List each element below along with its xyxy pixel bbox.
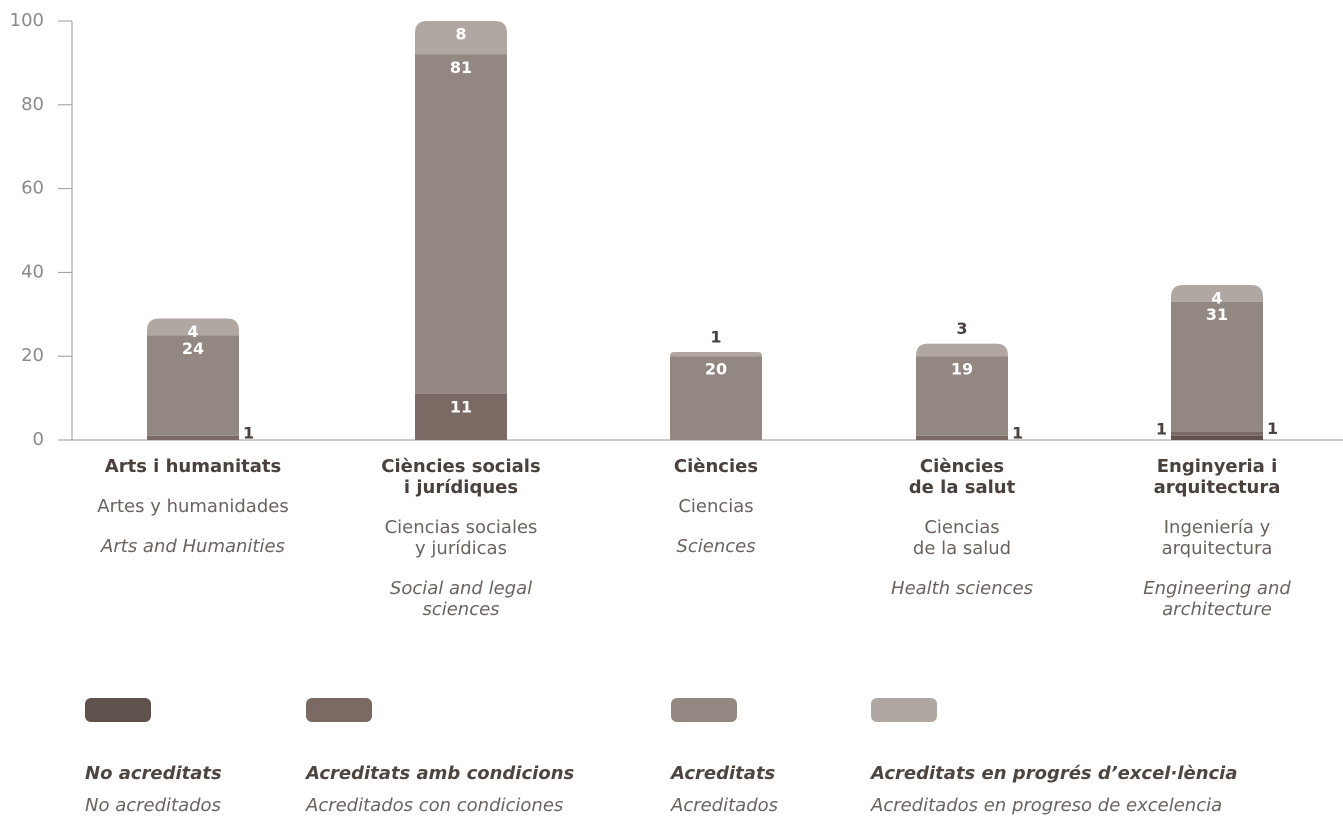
category-name: Ciències xyxy=(673,456,759,477)
legend-label: No acreditats xyxy=(85,763,222,784)
y-tick-label: 80 xyxy=(21,94,44,115)
bar-segment xyxy=(916,356,1008,436)
legend-label-es: Acreditados en progreso de excelencia xyxy=(871,795,1223,816)
bar-segment xyxy=(1171,301,1263,432)
bar-segment xyxy=(147,335,239,436)
data-label: 1 xyxy=(243,423,254,442)
data-label: 19 xyxy=(951,360,973,379)
bar-segment xyxy=(415,393,507,440)
data-label: 11 xyxy=(450,397,472,416)
category-label: Arts i humanitats Artes y humanidades Arts… xyxy=(53,456,333,557)
bar-segment xyxy=(415,21,507,55)
category-name-en: Engineering and architecture xyxy=(1143,578,1291,620)
category-name-en: Social and legal sciences xyxy=(389,578,533,620)
legend-label: Acreditats xyxy=(671,763,776,784)
bar-segment xyxy=(670,352,762,357)
data-label: 1 xyxy=(710,328,721,347)
data-label: 31 xyxy=(1206,305,1228,324)
category-label: Enginyeria i arquitectura Ingeniería y ar… xyxy=(1077,456,1343,620)
category-name-en: Health sciences xyxy=(891,578,1033,599)
data-label: 4 xyxy=(1211,288,1222,307)
data-label: 1 xyxy=(1156,419,1167,438)
category-name-es: Ingeniería y arquitectura xyxy=(1161,517,1273,559)
legend-item: Acreditats en progrés d’excel·lència Acre… xyxy=(871,698,1238,825)
bar-segment xyxy=(1171,284,1263,302)
data-label: 1 xyxy=(1267,419,1278,438)
bar-segment xyxy=(670,356,762,440)
legend-label-es: No acreditados xyxy=(85,795,221,816)
data-label: 20 xyxy=(705,360,727,379)
legend-swatch xyxy=(85,698,151,722)
category-name-en: Sciences xyxy=(676,536,756,557)
bar-segment xyxy=(147,435,239,440)
data-label: 24 xyxy=(182,339,204,358)
legend-swatch xyxy=(306,698,372,722)
legend-label: Acreditats amb condicions xyxy=(306,763,575,784)
category-name-es: Ciencias sociales y jurídicas xyxy=(384,517,538,559)
data-label: 1 xyxy=(1012,423,1023,442)
y-tick-label: 100 xyxy=(10,10,44,31)
data-label: 4 xyxy=(187,322,198,341)
category-name: Arts i humanitats xyxy=(104,456,282,477)
category-name-en: Arts and Humanities xyxy=(101,536,285,557)
legend-swatch xyxy=(671,698,737,722)
bar-segment xyxy=(1171,435,1263,440)
legend-label-es: Acreditados xyxy=(671,795,779,816)
bar-segment xyxy=(147,318,239,336)
legend-swatch xyxy=(871,698,937,722)
y-tick-label: 40 xyxy=(21,261,44,282)
y-tick-label: 0 xyxy=(33,429,44,450)
category-name-es: Ciencias xyxy=(678,496,754,517)
category-name-es: Ciencias de la salud xyxy=(912,517,1012,559)
data-label: 3 xyxy=(956,319,967,338)
data-label: 81 xyxy=(450,58,472,77)
category-name-es: Artes y humanidades xyxy=(97,496,289,517)
category-label: Ciències socials i jurídiques Ciencias so… xyxy=(321,456,601,620)
category-label: Ciències de la salut Ciencias de la salud… xyxy=(822,456,1102,599)
legend-label: Acreditats en progrés d’excel·lència xyxy=(871,763,1238,784)
data-label: 8 xyxy=(455,25,466,44)
legend-label-es: Acreditados con condiciones xyxy=(306,795,564,816)
legend-item: Acreditats amb condicions Acreditados con… xyxy=(306,698,574,825)
bar-segment xyxy=(1171,431,1263,436)
category-name: Ciències de la salut xyxy=(908,456,1016,498)
bar-segment xyxy=(916,435,1008,440)
bar-segment xyxy=(916,343,1008,357)
bar-segment xyxy=(415,54,507,394)
y-tick-label: 60 xyxy=(21,178,44,199)
category-label: Ciències Ciencias Sciences xyxy=(576,456,856,557)
category-name: Ciències socials i jurídiques xyxy=(381,456,541,498)
category-name: Enginyeria i arquitectura xyxy=(1153,456,1281,498)
y-tick-label: 20 xyxy=(21,345,44,366)
legend-item: AcreditatsAcreditadosAccredited xyxy=(671,698,778,825)
